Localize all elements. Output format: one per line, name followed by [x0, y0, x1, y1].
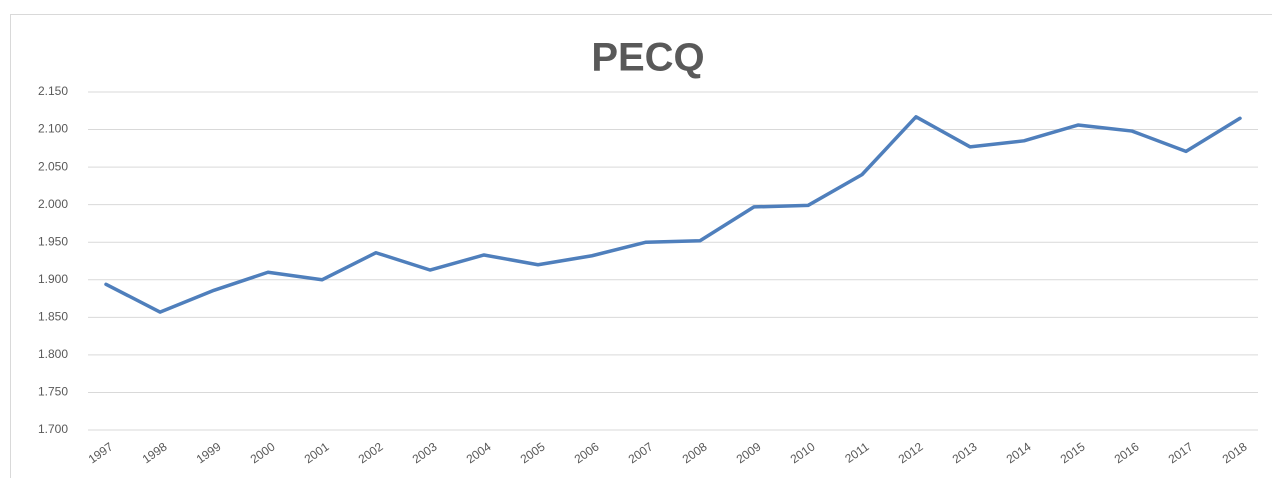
x-tick-label: 2006	[572, 439, 602, 466]
x-tick-label: 2018	[1220, 439, 1250, 466]
x-tick-label: 2015	[1058, 439, 1088, 466]
x-tick-label: 2005	[518, 439, 548, 466]
x-tick-label: 2017	[1166, 439, 1196, 466]
x-tick-label: 2003	[410, 439, 440, 466]
x-tick-label: 2010	[788, 439, 818, 466]
y-tick-label: 2.100	[38, 122, 68, 136]
y-tick-label: 1.900	[38, 272, 68, 286]
x-tick-label: 2012	[896, 439, 926, 466]
y-tick-label: 2.000	[38, 197, 68, 211]
x-tick-label: 2004	[464, 439, 494, 466]
x-tick-label: 2013	[950, 439, 980, 466]
x-tick-label: 2014	[1004, 439, 1034, 466]
x-tick-label: 2007	[626, 439, 656, 466]
x-tick-label: 2011	[842, 439, 871, 465]
y-tick-label: 1.750	[38, 385, 68, 399]
y-tick-label: 1.800	[38, 347, 68, 361]
x-tick-label: 2016	[1112, 439, 1142, 466]
y-tick-label: 1.850	[38, 310, 68, 324]
y-tick-label: 2.150	[38, 84, 68, 98]
y-tick-label: 1.950	[38, 234, 68, 248]
x-tick-label: 1997	[86, 439, 116, 466]
data-line	[104, 115, 1242, 314]
chart-title: PECQ	[591, 36, 704, 80]
y-tick-label: 1.700	[38, 422, 68, 436]
x-tick-label: 2000	[248, 439, 278, 466]
x-tick-label: 2008	[680, 439, 710, 466]
x-tick-label: 2002	[356, 439, 386, 466]
x-tick-label: 1999	[194, 439, 224, 466]
y-tick-label: 2.050	[38, 159, 68, 173]
chart-frame	[10, 14, 1272, 478]
x-tick-label: 2001	[302, 439, 332, 466]
x-tick-label: 2009	[734, 439, 764, 466]
x-tick-label: 1998	[140, 439, 170, 466]
